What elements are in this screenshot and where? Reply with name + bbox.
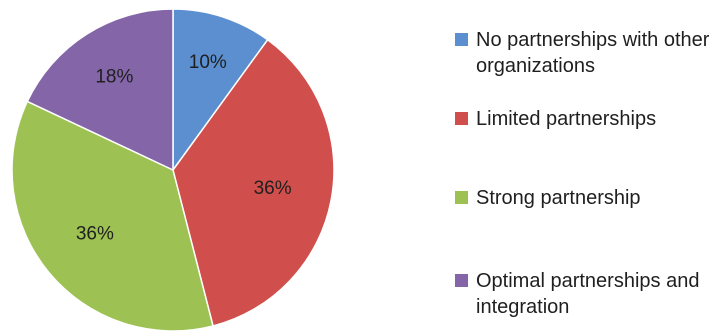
pie-label-no-partnerships: 10% bbox=[189, 52, 227, 73]
legend-item-optimal-partnerships: Optimal partnerships and integration bbox=[455, 268, 709, 320]
legend-swatch-limited-partnerships bbox=[455, 112, 468, 125]
legend-item-no-partnerships: No partnerships with other organizations bbox=[455, 27, 709, 79]
pie-label-optimal-partnerships: 18% bbox=[95, 67, 133, 88]
legend-swatch-no-partnerships bbox=[455, 33, 468, 46]
pie-slice-no-partnerships bbox=[172, 8, 269, 173]
pie-label-strong-partnership: 36% bbox=[76, 224, 114, 245]
legend-label-optimal-partnerships: Optimal partnerships and integration bbox=[476, 270, 700, 318]
legend-swatch-strong-partnership bbox=[455, 191, 468, 204]
legend-label-no-partnerships: No partnerships with other organizations bbox=[476, 29, 709, 77]
pie-slice-optimal-partnerships bbox=[26, 8, 174, 172]
legend-item-strong-partnership: Strong partnership bbox=[455, 185, 709, 211]
legend-item-limited-partnerships: Limited partnerships bbox=[455, 106, 709, 132]
pie-slice-limited-partnerships bbox=[172, 38, 335, 327]
pie-label-limited-partnerships: 36% bbox=[254, 178, 292, 199]
legend-label-strong-partnership: Strong partnership bbox=[476, 187, 641, 209]
legend-swatch-optimal-partnerships bbox=[455, 274, 468, 287]
legend-label-limited-partnerships: Limited partnerships bbox=[476, 108, 657, 130]
